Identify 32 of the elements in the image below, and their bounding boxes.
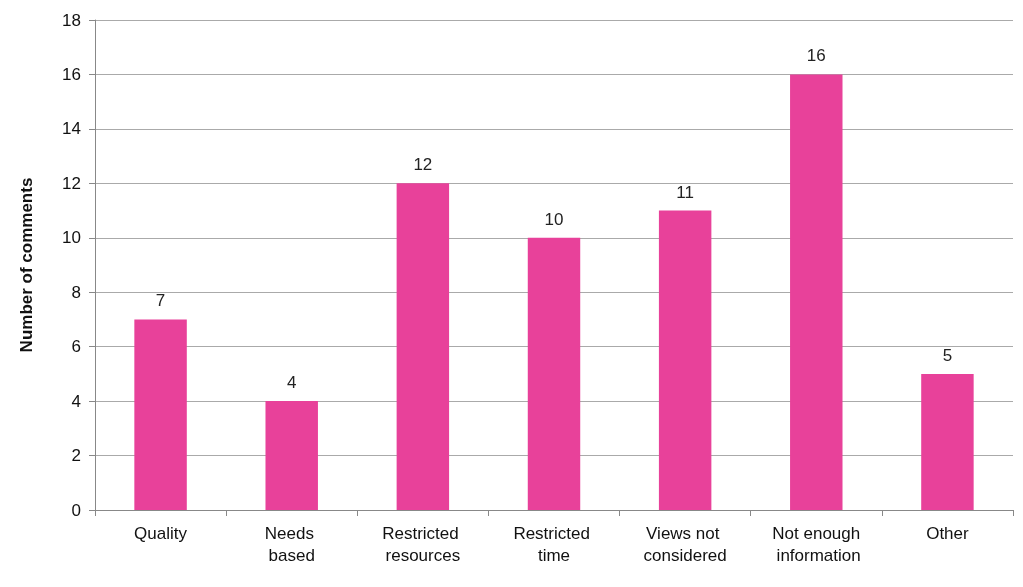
data-label: 16 [806,46,826,66]
y-tick-label: 6 [71,337,81,357]
x-tick-label: Restricted time [513,523,595,565]
bar [527,237,581,510]
x-tick-label: Restricted resources [382,523,464,565]
y-tick-label: 12 [62,173,81,193]
x-tick-label: Other [926,523,970,543]
x-tick-label: Needs based [264,523,319,565]
bar [396,183,450,510]
bar [134,319,187,510]
y-tick-label: 0 [71,500,81,520]
y-tick-label: 16 [62,64,81,84]
data-label: 11 [676,182,694,202]
bar [790,74,843,510]
bar [265,401,318,510]
data-label: 5 [942,345,953,365]
y-tick-label: 4 [71,391,81,411]
bar [658,210,712,510]
y-tick-label: 2 [71,446,81,466]
data-label: 4 [286,373,297,393]
y-tick-label: 18 [62,10,81,30]
data-label: 10 [544,209,564,229]
data-label: 12 [413,155,433,175]
x-tick-label: Quality [134,523,188,543]
data-label: 7 [155,291,166,311]
y-axis-title: Number of comments [17,177,36,353]
y-tick-label: 8 [71,282,81,302]
bar [921,373,974,510]
y-tick-label: 10 [62,228,81,248]
y-tick-label: 14 [62,119,81,139]
x-tick-label: Not enough information [771,523,861,565]
x-tick-label: Views not considered [643,523,727,565]
